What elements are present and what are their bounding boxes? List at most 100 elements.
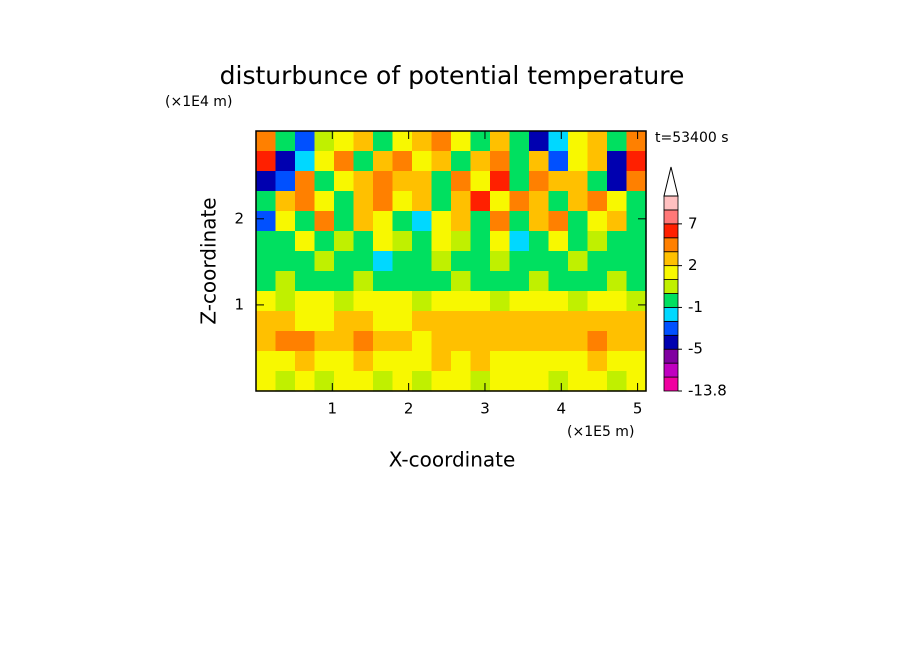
contour-cell [256, 291, 277, 312]
contour-cell [412, 351, 433, 372]
x-unit: (×1E5 m) [567, 424, 634, 440]
contour-cell [256, 171, 277, 192]
x-axis-label: X-coordinate [389, 448, 516, 472]
contour-cell [275, 131, 296, 152]
contour-cell [256, 211, 277, 232]
contour-cell [470, 171, 491, 192]
contour-cell [451, 251, 472, 272]
contour-cell [607, 131, 628, 152]
y-unit: (×1E4 m) [165, 94, 232, 110]
contour-cell [607, 311, 628, 332]
contour-cell [412, 231, 433, 252]
contour-cell [373, 211, 394, 232]
contour-cell [256, 231, 277, 252]
contour-cell [587, 271, 608, 292]
contour-cell [587, 371, 608, 392]
plot-frame [255, 130, 647, 392]
contour-cell [431, 371, 452, 392]
contour-cell [490, 351, 511, 372]
contour-cell [490, 151, 511, 172]
contour-cell [431, 151, 452, 172]
contour-cell [451, 191, 472, 212]
contour-cell [295, 271, 316, 292]
contour-cell [353, 331, 374, 352]
contour-cell [334, 271, 355, 292]
contour-cell [392, 151, 413, 172]
colorbar-box [663, 307, 679, 322]
contour-cell [295, 131, 316, 152]
contour-cell [256, 371, 277, 392]
contour-cell [490, 331, 511, 352]
colorbar-box [663, 195, 679, 211]
contour-cell [373, 231, 394, 252]
contour-cell [373, 291, 394, 312]
contour-cell [607, 271, 628, 292]
contour-cell [568, 311, 589, 332]
contour-cell [334, 231, 355, 252]
contour-cell [275, 231, 296, 252]
colorbar-box [663, 223, 679, 239]
contour-cell [431, 331, 452, 352]
contour-cell [568, 351, 589, 372]
contour-cell [626, 311, 647, 332]
contour-cell [451, 371, 472, 392]
contour-cell [626, 331, 647, 352]
colorbar-tick-label: -1 [688, 298, 703, 316]
contour-cell [607, 171, 628, 192]
contour-cell [295, 171, 316, 192]
contour-cell [529, 371, 550, 392]
contour-cell [392, 291, 413, 312]
contour-cell [548, 311, 569, 332]
y-tick-label: 1 [234, 295, 244, 313]
contour-cell [275, 271, 296, 292]
contour-cell [392, 171, 413, 192]
contour-cell [392, 231, 413, 252]
contour-cell [587, 231, 608, 252]
contour-cell [509, 271, 530, 292]
colorbar-box [663, 362, 679, 378]
contour-cell [529, 291, 550, 312]
contour-cell [470, 231, 491, 252]
contour-cell [412, 171, 433, 192]
contour-cell [529, 171, 550, 192]
contour-cell [490, 231, 511, 252]
contour-cell [568, 191, 589, 212]
contour-cell [548, 271, 569, 292]
contour-cell [509, 331, 530, 352]
contour-cell [548, 131, 569, 152]
contour-cell [275, 211, 296, 232]
contour-cell [373, 331, 394, 352]
contour-cell [470, 191, 491, 212]
x-tick-label: 3 [480, 400, 490, 418]
contour-cell [626, 131, 647, 152]
contour-cell [295, 291, 316, 312]
contour-cell [490, 271, 511, 292]
contour-cell [529, 231, 550, 252]
contour-cell [256, 191, 277, 212]
contour-cell [509, 191, 530, 212]
contour-cell [529, 271, 550, 292]
contour-cell [490, 191, 511, 212]
contour-cell [275, 191, 296, 212]
annotation: t=53400 s [655, 130, 729, 146]
colorbar-box [663, 293, 679, 308]
x-tick-label: 5 [633, 400, 643, 418]
contour-cell [353, 171, 374, 192]
contour-cell [470, 151, 491, 172]
contour-cell [295, 331, 316, 352]
y-axis-label: Z-coordinate [197, 197, 221, 324]
contour-cell [314, 351, 335, 372]
contour-cell [451, 351, 472, 372]
contour-cell [431, 351, 452, 372]
contour-cell [353, 311, 374, 332]
contour-cell [451, 151, 472, 172]
contour-cell [607, 211, 628, 232]
contour-cell [587, 311, 608, 332]
contour-cell [607, 231, 628, 252]
contour-cell [334, 351, 355, 372]
contour-cell [334, 191, 355, 212]
contour-cell [392, 351, 413, 372]
y-tick-label: 2 [234, 209, 244, 227]
x-tick-label: 4 [557, 400, 567, 418]
contour-cell [295, 351, 316, 372]
